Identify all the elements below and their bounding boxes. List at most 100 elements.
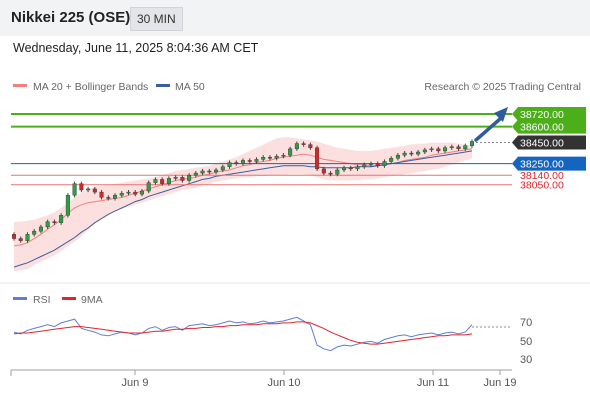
projection-arrow-head xyxy=(494,107,508,122)
candle-body xyxy=(187,175,192,181)
credit-text: Research © 2025 Trading Central xyxy=(424,81,581,93)
candle-body xyxy=(443,147,448,152)
x-label-jun11: Jun 11 xyxy=(417,377,449,389)
candle-body xyxy=(274,156,279,159)
candle-body xyxy=(160,179,165,184)
candle-body xyxy=(308,144,313,148)
candle-body xyxy=(180,177,185,181)
rsi-ma-legend-label: 9MA xyxy=(81,294,103,306)
candle-body xyxy=(173,177,178,179)
rsi-ma-line xyxy=(13,321,473,345)
candle-body xyxy=(193,172,198,176)
candle-body xyxy=(220,166,225,171)
candle-body xyxy=(389,158,394,162)
candle-body xyxy=(402,152,407,156)
candle-body xyxy=(38,226,43,232)
candle-body xyxy=(368,163,373,165)
candle-body xyxy=(409,152,414,155)
candle-body xyxy=(126,191,131,194)
rsi-tick-70: 70 xyxy=(520,317,532,329)
candle-body xyxy=(45,221,50,228)
candle-body xyxy=(254,159,259,162)
candle-body xyxy=(72,183,77,196)
candle-body xyxy=(416,151,421,155)
candle-body xyxy=(18,238,23,241)
candle-body xyxy=(32,230,37,235)
candle-body xyxy=(139,190,144,195)
candle-body xyxy=(429,148,434,151)
candle-body xyxy=(328,172,333,175)
candle-body xyxy=(382,161,387,166)
level-tag-label-38600: 38600.00 xyxy=(520,122,564,134)
ma20-legend-label: MA 20 + Bollinger Bands xyxy=(33,81,148,93)
candle-body xyxy=(294,143,299,150)
level-tag-label-38450: 38450.00 xyxy=(520,138,564,150)
candle-body xyxy=(355,166,360,170)
level-tag-label-38720: 38720.00 xyxy=(520,109,564,121)
candle-body xyxy=(288,148,293,156)
candle-body xyxy=(146,182,151,192)
candle-body xyxy=(463,145,468,150)
candle-body xyxy=(342,167,347,171)
candle-body xyxy=(240,160,245,164)
candle-body xyxy=(321,168,326,174)
projection-arrow xyxy=(474,117,502,142)
ma50-legend-swatch xyxy=(156,84,170,87)
candle-body xyxy=(11,234,16,239)
rsi-lines xyxy=(13,316,473,352)
x-label-jun9: Jun 9 xyxy=(122,377,149,389)
candle-body xyxy=(153,179,158,183)
level-label-38050: 38050.00 xyxy=(520,180,564,192)
candle-body xyxy=(267,157,272,159)
rsi-tick-30: 30 xyxy=(520,354,532,366)
ma20-legend-swatch xyxy=(13,84,27,87)
candle-body xyxy=(227,162,232,167)
rsi-legend-swatch xyxy=(13,297,27,300)
rsi-legend-label: RSI xyxy=(33,294,51,306)
rsi-line xyxy=(13,316,473,352)
candle-body xyxy=(99,191,104,198)
candle-body xyxy=(422,149,427,153)
candle-body xyxy=(86,188,91,191)
timeframe-button[interactable]: 30 MIN xyxy=(130,7,183,31)
level-tag-label-38250: 38250.00 xyxy=(520,159,564,171)
level-label-38140: 38140.00 xyxy=(520,170,564,182)
instrument-title: Nikkei 225 (OSE) xyxy=(11,9,131,26)
level-tag-38250 xyxy=(512,156,586,171)
level-tag-38600 xyxy=(512,119,586,134)
level-lines xyxy=(11,113,512,186)
candle-body xyxy=(301,143,306,145)
candle-body xyxy=(200,170,205,174)
candle-body xyxy=(52,221,57,223)
candle-body xyxy=(375,163,380,166)
candle-body xyxy=(261,157,266,160)
candle-body xyxy=(133,191,138,195)
candle-body xyxy=(92,188,97,193)
candle-body xyxy=(362,164,367,167)
candle-body xyxy=(25,234,30,241)
candle-body xyxy=(166,178,171,184)
x-label-jun19: Jun 19 xyxy=(483,377,516,389)
candle-body xyxy=(79,183,84,191)
candle-body xyxy=(59,215,64,223)
candle-body xyxy=(214,169,219,173)
rsi-tick-50: 50 xyxy=(520,336,532,348)
x-label-jun10: Jun 10 xyxy=(267,377,300,389)
candle-body xyxy=(113,195,118,199)
candle-body xyxy=(65,195,70,216)
candle-body xyxy=(335,169,340,175)
rsi-ma-legend-swatch xyxy=(62,297,76,300)
candle-body xyxy=(119,192,124,196)
candlesticks xyxy=(11,139,475,243)
candle-body xyxy=(395,154,400,159)
ma50-legend-label: MA 50 xyxy=(175,81,205,93)
candle-body xyxy=(281,154,286,157)
candle-body xyxy=(348,167,353,170)
candle-body xyxy=(247,160,252,162)
candle-body xyxy=(436,148,441,152)
candle-body xyxy=(106,197,111,199)
candle-body xyxy=(207,170,212,173)
candle-body xyxy=(315,147,320,170)
